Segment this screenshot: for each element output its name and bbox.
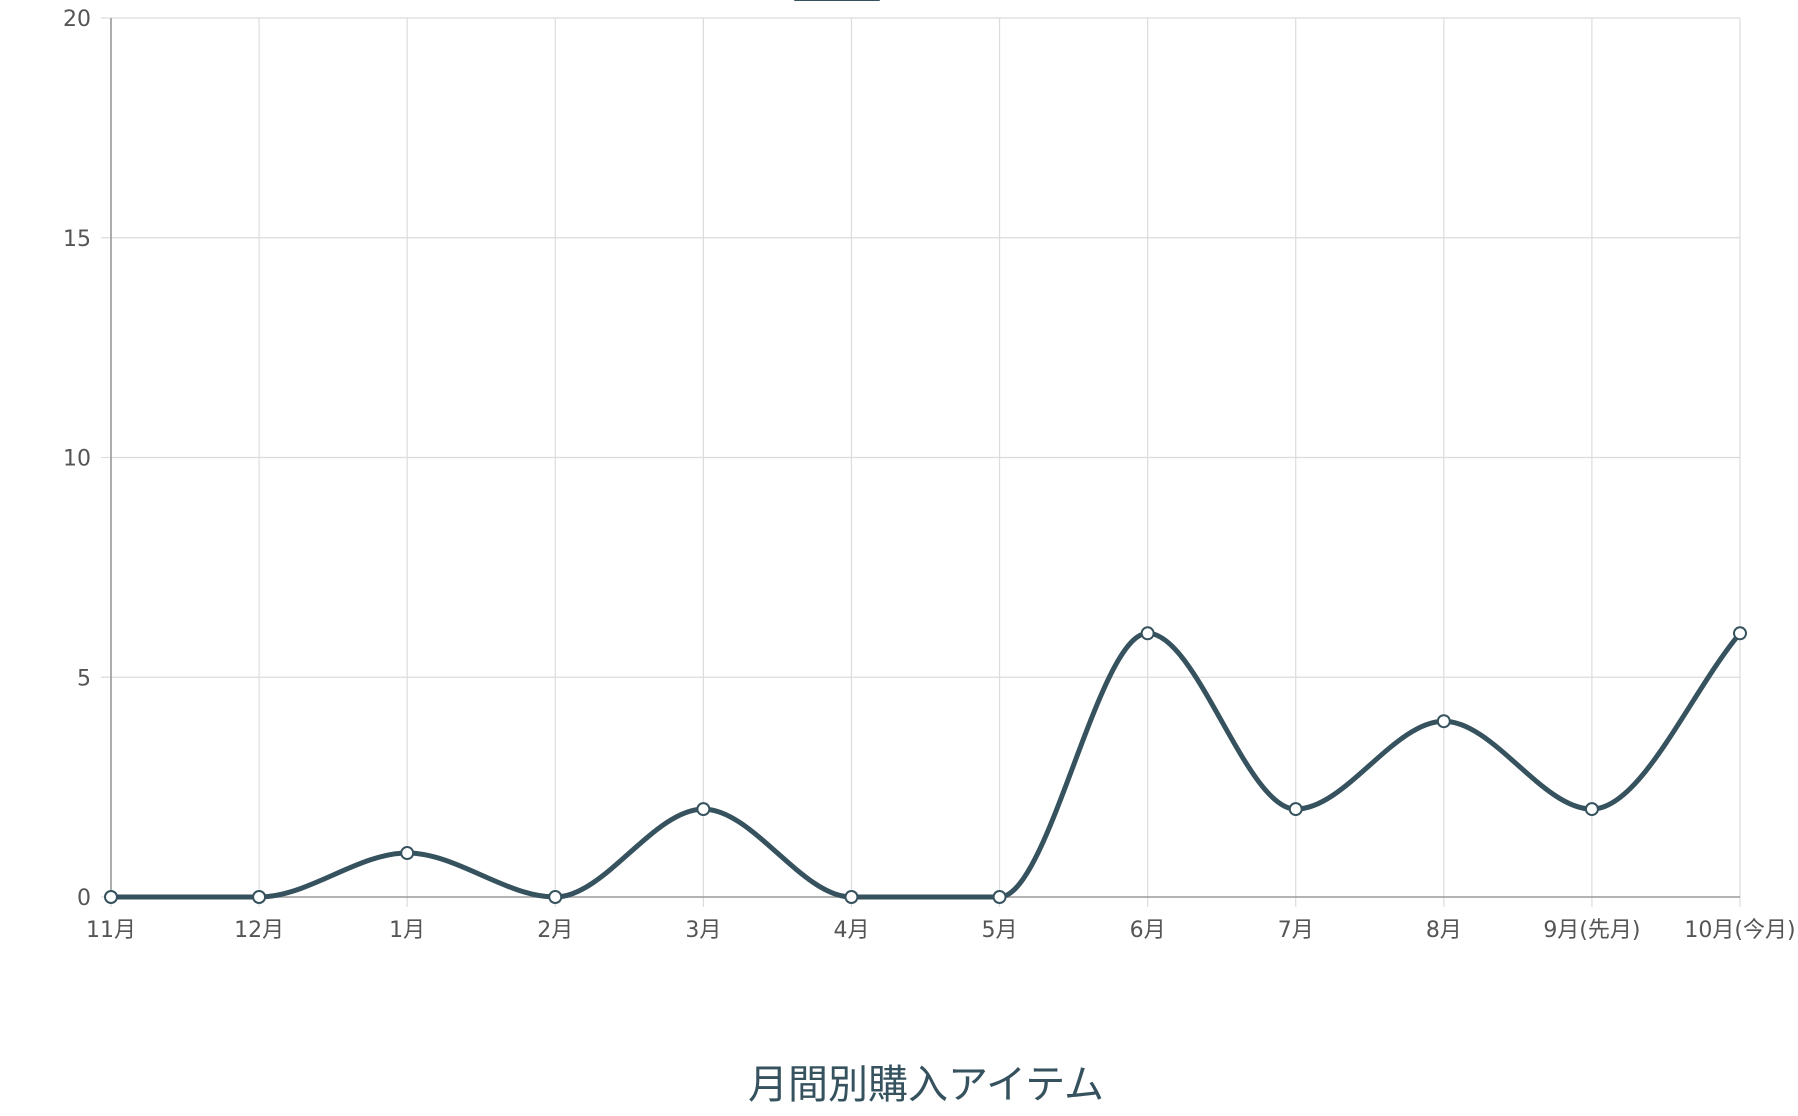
x-axis-ticks: 11月 12月 1月 2月 3月 4月 5月 6月 7月 8月 9月(先月) 10月(今月) [86,918,1796,943]
x-tick-label: 3月 [685,918,721,943]
chart-title: 月間別購入アイテム [748,1062,1104,1108]
y-axis-ticks: 0 5 10 15 20 [63,7,91,911]
x-tick-label: 7月 [1278,918,1314,943]
y-tick-label: 0 [77,886,91,911]
data-point [1436,714,1451,729]
grid [101,17,1741,907]
y-tick-label: 5 [77,666,91,691]
x-tick-label: 5月 [982,918,1018,943]
data-point [1288,802,1303,817]
y-tick-label: 15 [63,227,91,252]
x-tick-label: 6月 [1130,918,1166,943]
data-point [252,890,267,904]
data-point [1140,626,1155,641]
x-tick-label: 4月 [833,918,869,943]
x-tick-label: 10月(今月) [1684,918,1795,943]
x-tick-label: 1月 [389,918,425,943]
data-point [696,802,711,817]
y-tick-label: 20 [63,7,91,32]
x-tick-label: 8月 [1426,918,1462,943]
data-point [992,890,1007,904]
data-point [400,846,415,861]
y-tick-label: 10 [63,447,91,472]
legend-swatch [794,0,880,1]
data-point [1733,626,1747,641]
x-tick-label: 11月 [86,918,136,943]
data-point [104,890,118,904]
series-line [108,630,1743,900]
data-point [1584,802,1599,817]
x-tick-label: 2月 [537,918,573,943]
data-point [548,890,563,904]
x-tick-label: 12月 [234,918,284,943]
series [104,626,1747,904]
data-point [844,890,859,904]
x-tick-label: 9月(先月) [1543,918,1640,943]
